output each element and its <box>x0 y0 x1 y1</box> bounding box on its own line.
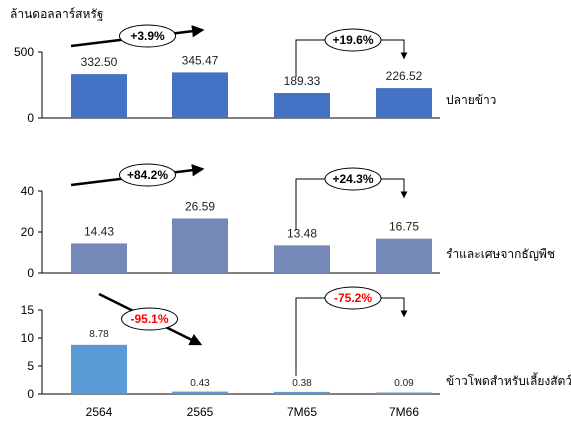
bar <box>71 344 127 394</box>
change-annotation: +3.9% <box>70 24 205 48</box>
bar <box>274 93 330 118</box>
bar-value-label: 14.43 <box>84 224 114 238</box>
bar-value-label: 332.50 <box>81 55 118 69</box>
y-tick-label: 15 <box>21 303 35 317</box>
change-annotation: -75.2% <box>295 286 408 376</box>
bar <box>172 218 228 273</box>
bar <box>71 243 127 273</box>
change-annotation: +19.6% <box>295 28 408 78</box>
bar-value-label: 226.52 <box>386 69 423 83</box>
change-ellipse <box>119 24 176 48</box>
bar <box>376 238 432 273</box>
y-tick-label: 20 <box>21 225 35 239</box>
change-ellipse <box>324 167 382 191</box>
x-category-label: 2565 <box>187 405 214 419</box>
panel-2: 0 20 40 14.43 26.59 13.48 16.75 รำและเศษจากธัญพ… <box>21 163 555 280</box>
bar-value-label: 189.33 <box>284 74 321 88</box>
x-category-label: 7M65 <box>287 405 317 419</box>
change-ellipse <box>121 307 178 331</box>
bar-value-label: 16.75 <box>389 220 419 234</box>
bar <box>172 72 228 118</box>
y-tick-label: 500 <box>14 45 34 59</box>
change-ellipse <box>324 286 382 310</box>
bar-value-label: 0.43 <box>190 378 210 389</box>
change-percent-label: -95.1% <box>130 312 168 326</box>
bar <box>274 391 330 394</box>
series-name-label: รำและเศษจากธัญพืช <box>446 247 555 261</box>
y-tick-label: 0 <box>27 111 34 125</box>
bar-value-label: 345.47 <box>182 53 219 67</box>
change-percent-label: -75.2% <box>334 291 372 305</box>
change-percent-label: +84.2% <box>127 168 168 182</box>
change-percent-label: +3.9% <box>130 29 165 43</box>
series-name-label: ข้าวโพดสำหรับเลี้ยงสัตว์ <box>446 372 571 388</box>
y-tick-label: 0 <box>27 387 34 401</box>
bar <box>376 392 432 394</box>
bar <box>274 245 330 273</box>
y-tick-label: 40 <box>21 184 35 198</box>
bar <box>71 74 127 118</box>
y-tick-label: 0 <box>27 266 34 280</box>
bar-value-label: 8.78 <box>89 329 109 340</box>
y-tick-label: 10 <box>21 331 35 345</box>
panel-3: 0 5 10 15 8.78 0.43 0.38 0.09 ข้าวโพดสำหรับเลี้ย… <box>21 286 571 401</box>
change-percent-label: +24.3% <box>332 172 373 186</box>
change-ellipse <box>324 28 382 52</box>
change-ellipse <box>119 163 176 187</box>
bar-value-label: 26.59 <box>185 199 215 213</box>
change-annotation: +84.2% <box>70 163 205 187</box>
change-annotation: -95.1% <box>98 292 203 346</box>
unit-label: ล้านดอลลาร์สหรัฐ <box>10 7 104 21</box>
change-percent-label: +19.6% <box>332 33 373 47</box>
bar-value-label: 0.38 <box>292 378 312 389</box>
x-axis-labels: 2564 2565 7M65 7M66 <box>86 405 420 419</box>
bar-value-label: 0.09 <box>394 378 414 389</box>
change-annotation: +24.3% <box>295 167 408 230</box>
y-tick-label: 5 <box>27 359 34 373</box>
series-name-label: ปลายข้าว <box>446 93 496 107</box>
bar <box>376 88 432 118</box>
x-category-label: 2564 <box>86 405 113 419</box>
bar <box>172 391 228 394</box>
bar-value-label: 13.48 <box>287 226 317 240</box>
panel-1: 0 500 332.50 345.47 189.33 226.52 ปลายข้าว +3.9… <box>14 24 496 125</box>
change-bracket-arrow <box>295 297 408 376</box>
x-category-label: 7M66 <box>389 405 419 419</box>
